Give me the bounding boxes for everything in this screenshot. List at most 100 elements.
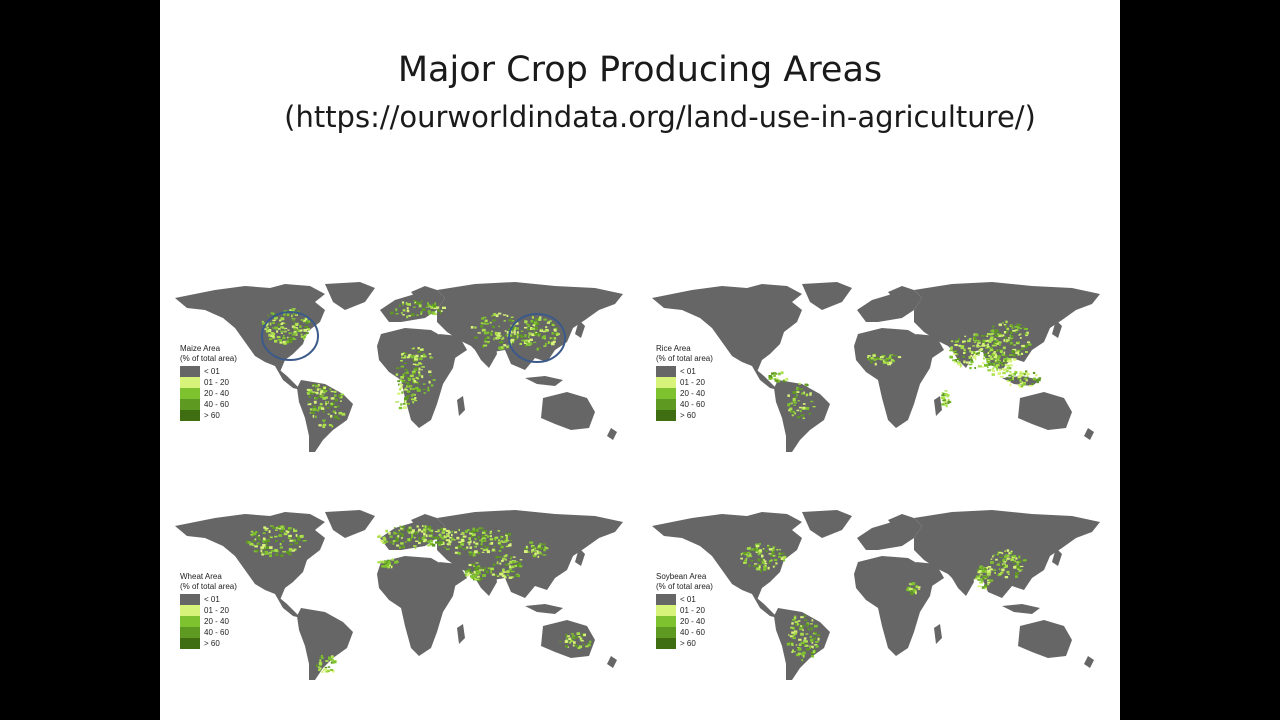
crop-cell xyxy=(796,653,800,657)
crop-cell xyxy=(315,664,318,667)
crop-cell xyxy=(437,309,441,312)
crop-cell xyxy=(268,338,273,341)
crop-cell xyxy=(281,527,285,530)
crop-cell xyxy=(980,350,985,353)
crop-cell xyxy=(417,351,422,353)
crop-cell xyxy=(746,555,749,557)
crop-cell xyxy=(265,527,269,530)
crop-cell xyxy=(813,624,818,628)
crop-cell xyxy=(552,340,556,343)
crop-cell xyxy=(319,656,321,658)
crop-cell xyxy=(395,536,399,540)
crop-cell xyxy=(408,378,412,381)
crop-cell xyxy=(954,344,958,347)
crop-cell xyxy=(806,622,809,626)
crop-cell xyxy=(291,310,295,312)
crop-cell xyxy=(913,588,917,591)
crop-cell xyxy=(526,343,531,346)
crop-cell xyxy=(992,349,995,352)
legend-swatch xyxy=(656,399,676,410)
crop-cell xyxy=(908,588,913,590)
crop-cell xyxy=(294,327,298,329)
crop-cell xyxy=(1002,334,1005,337)
landmass-11 xyxy=(525,604,563,614)
crop-cell xyxy=(989,579,994,582)
crop-cell xyxy=(484,319,488,323)
crop-cell xyxy=(998,323,1002,327)
crop-cell xyxy=(499,547,502,550)
crop-cell xyxy=(501,338,503,340)
crop-cell xyxy=(1032,377,1036,381)
legend-swatch xyxy=(656,388,676,399)
crop-cell xyxy=(400,386,403,389)
crop-cell xyxy=(403,546,405,549)
crop-cell xyxy=(323,386,326,390)
crop-cell xyxy=(503,555,508,558)
crop-cell xyxy=(1022,326,1025,329)
crop-cell xyxy=(272,327,277,329)
crop-cell xyxy=(958,361,961,364)
crop-cell xyxy=(506,538,508,542)
crop-cell xyxy=(306,388,310,391)
crop-cell xyxy=(792,649,794,653)
crop-cell xyxy=(486,546,489,549)
crop-cell xyxy=(479,569,483,571)
crop-cell xyxy=(991,332,995,335)
crop-cell xyxy=(511,338,515,342)
legend-swatch xyxy=(180,594,200,605)
crop-cell xyxy=(528,336,530,338)
crop-cell xyxy=(867,355,871,357)
crop-cell xyxy=(334,412,337,415)
crop-cell xyxy=(278,328,281,330)
crop-cell xyxy=(763,558,765,561)
crop-cell xyxy=(788,402,792,405)
crop-cell xyxy=(265,329,270,333)
crop-cell xyxy=(322,425,326,429)
crop-cell xyxy=(442,528,447,531)
crop-cell xyxy=(1014,370,1017,373)
crop-cell xyxy=(986,335,989,337)
crop-cell xyxy=(413,536,416,539)
crop-cell xyxy=(801,658,804,662)
crop-cell xyxy=(510,539,513,542)
maize-legend-subtitle: (% of total area) xyxy=(180,354,237,363)
crop-cell xyxy=(802,403,806,405)
crop-cell xyxy=(1023,373,1026,376)
crop-cell xyxy=(994,353,997,357)
crop-cell xyxy=(1010,341,1013,344)
landmass-1 xyxy=(325,282,375,310)
crop-cell xyxy=(500,560,504,562)
crop-cell xyxy=(427,302,430,305)
crop-cell xyxy=(258,534,260,537)
crop-cell xyxy=(486,341,490,343)
maize-map: Maize Area (% of total area) < 01 01 - 20… xyxy=(175,280,625,455)
rice-legend-rows: < 01 01 - 20 20 - 40 40 - 60 > 60 xyxy=(656,366,713,421)
crop-cell xyxy=(262,322,266,325)
crop-cell xyxy=(274,535,278,538)
crop-cell xyxy=(485,570,489,574)
crop-cell xyxy=(1007,358,1012,360)
crop-cell xyxy=(805,393,809,397)
crop-cell xyxy=(1027,341,1031,344)
crop-cell xyxy=(970,354,973,357)
crop-cell xyxy=(796,391,800,393)
crop-cell xyxy=(778,555,782,558)
crop-cell xyxy=(289,336,292,339)
crop-cell xyxy=(578,636,581,638)
crop-cell xyxy=(482,539,485,541)
crop-cell xyxy=(957,338,960,341)
crop-cell xyxy=(803,644,806,646)
crop-cell xyxy=(997,333,1000,336)
crop-cell xyxy=(1000,571,1004,574)
crop-cell xyxy=(992,569,997,571)
crop-cell xyxy=(421,530,424,533)
crop-cell xyxy=(291,549,295,552)
crop-cell xyxy=(279,543,282,546)
crop-cell xyxy=(398,529,401,532)
crop-cell xyxy=(817,637,820,641)
crop-cell xyxy=(798,647,802,651)
crop-cell xyxy=(803,637,807,640)
crop-cell xyxy=(474,567,478,571)
crop-cell xyxy=(461,531,464,534)
crop-cell xyxy=(1020,347,1024,350)
